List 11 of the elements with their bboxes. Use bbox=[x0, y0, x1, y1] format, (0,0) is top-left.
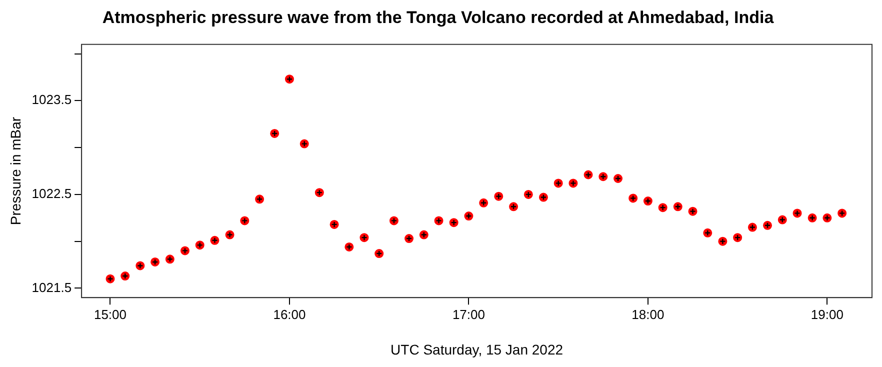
y-axis-title: Pressure in mBar bbox=[7, 116, 24, 226]
x-tick-label: 17:00 bbox=[452, 306, 485, 322]
y-tick-label: 1023.5 bbox=[32, 92, 72, 108]
x-tick-label: 19:00 bbox=[810, 306, 844, 322]
chart-title: Atmospheric pressure wave from the Tonga Volcano recorded at Ahmedabad, India bbox=[102, 8, 774, 27]
x-tick-label: 15:00 bbox=[94, 306, 127, 322]
y-tick-label: 1022.5 bbox=[32, 186, 72, 202]
x-axis-title: UTC Saturday, 15 Jan 2022 bbox=[390, 341, 564, 358]
x-tick-label: 18:00 bbox=[632, 306, 664, 322]
y-tick-label: 1021.5 bbox=[32, 280, 72, 295]
x-tick-label: 16:00 bbox=[273, 306, 306, 322]
